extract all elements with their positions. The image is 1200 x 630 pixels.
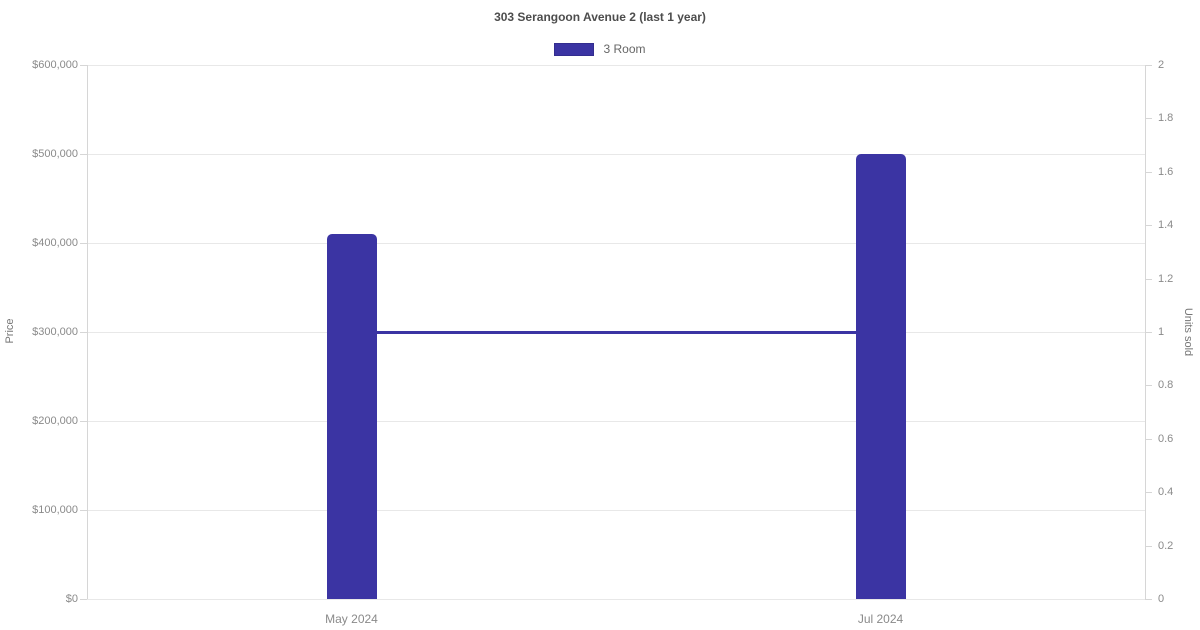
- legend-item-3-room[interactable]: 3 Room: [554, 42, 646, 56]
- gridline: [87, 243, 1145, 244]
- right-axis-tick-label: 0.6: [1158, 433, 1174, 445]
- left-axis-tick-label: $600,000: [32, 59, 78, 71]
- left-tick-mark: [80, 65, 87, 66]
- left-tick-mark: [80, 599, 87, 600]
- left-tick-mark: [80, 243, 87, 244]
- legend-swatch-icon: [554, 42, 595, 56]
- legend: 3 Room: [0, 41, 1200, 57]
- right-axis-tick-label: 1.4: [1158, 219, 1174, 231]
- left-tick-mark: [80, 421, 87, 422]
- gridline: [87, 599, 1145, 600]
- right-axis-tick-label: 0.8: [1158, 379, 1174, 391]
- right-axis-tick-label: 0.2: [1158, 540, 1174, 552]
- left-tick-mark: [80, 332, 87, 333]
- right-axis-tick-label: 1.6: [1158, 166, 1174, 178]
- left-tick-mark: [80, 510, 87, 511]
- right-axis-tick-label: 2: [1158, 59, 1165, 71]
- right-tick-mark: [1145, 439, 1152, 440]
- right-axis-tick-label: 0: [1158, 593, 1165, 605]
- x-axis-label: Jul 2024: [857, 612, 904, 626]
- right-tick-mark: [1145, 172, 1152, 173]
- left-axis-tick-label: $200,000: [32, 415, 78, 427]
- right-tick-mark: [1145, 599, 1152, 600]
- left-axis-line: [87, 65, 88, 599]
- gridline: [87, 421, 1145, 422]
- right-tick-mark: [1145, 385, 1152, 386]
- bar-jul-2024[interactable]: [856, 154, 906, 599]
- left-tick-mark: [80, 154, 87, 155]
- left-axis-tick-label: $100,000: [32, 504, 78, 516]
- left-axis-title: Price: [4, 318, 16, 344]
- left-axis-tick-label: $400,000: [32, 237, 78, 249]
- units-sold-line[interactable]: [351, 330, 881, 334]
- left-axis-tick-label: $0: [65, 593, 78, 605]
- right-axis-line: [1145, 65, 1146, 599]
- right-tick-mark: [1145, 332, 1152, 333]
- right-axis-tick-label: 1: [1158, 326, 1165, 338]
- legend-label: 3 Room: [603, 42, 646, 56]
- x-axis-label: May 2024: [325, 612, 378, 626]
- left-axis-tick-label: $500,000: [32, 148, 78, 160]
- bar-may-2024[interactable]: [327, 234, 377, 599]
- right-axis-tick-label: 0.4: [1158, 486, 1174, 498]
- right-tick-mark: [1145, 492, 1152, 493]
- right-axis-tick-label: 1.8: [1158, 112, 1174, 124]
- right-tick-mark: [1145, 546, 1152, 547]
- gridline: [87, 65, 1145, 66]
- right-axis-title: Units sold: [1182, 307, 1194, 357]
- gridline: [87, 510, 1145, 511]
- right-tick-mark: [1145, 118, 1152, 119]
- gridline: [87, 154, 1145, 155]
- chart-title: 303 Serangoon Avenue 2 (last 1 year): [494, 10, 706, 24]
- right-tick-mark: [1145, 279, 1152, 280]
- left-axis-tick-label: $300,000: [32, 326, 78, 338]
- right-axis-tick-label: 1.2: [1158, 273, 1174, 285]
- right-tick-mark: [1145, 65, 1152, 66]
- right-tick-mark: [1145, 225, 1152, 226]
